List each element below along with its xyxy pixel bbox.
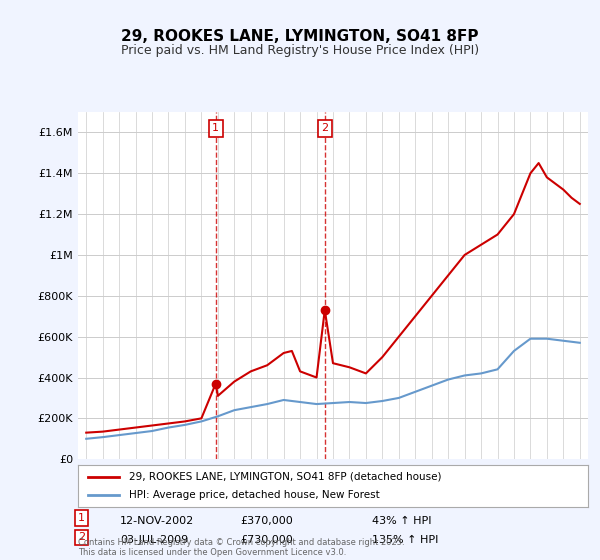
Text: 135% ↑ HPI: 135% ↑ HPI (372, 535, 439, 545)
Text: Price paid vs. HM Land Registry's House Price Index (HPI): Price paid vs. HM Land Registry's House … (121, 44, 479, 57)
Text: 12-NOV-2002: 12-NOV-2002 (120, 516, 194, 526)
Text: 2: 2 (321, 123, 328, 133)
Text: £370,000: £370,000 (240, 516, 293, 526)
Text: 29, ROOKES LANE, LYMINGTON, SO41 8FP (detached house): 29, ROOKES LANE, LYMINGTON, SO41 8FP (de… (129, 472, 442, 482)
Text: 2: 2 (78, 533, 85, 543)
Text: 43% ↑ HPI: 43% ↑ HPI (372, 516, 431, 526)
Text: 1: 1 (212, 123, 219, 133)
Text: 29, ROOKES LANE, LYMINGTON, SO41 8FP: 29, ROOKES LANE, LYMINGTON, SO41 8FP (121, 29, 479, 44)
Text: HPI: Average price, detached house, New Forest: HPI: Average price, detached house, New … (129, 490, 380, 500)
Text: Contains HM Land Registry data © Crown copyright and database right 2025.
This d: Contains HM Land Registry data © Crown c… (78, 538, 404, 557)
Text: 03-JUL-2009: 03-JUL-2009 (120, 535, 188, 545)
Text: £730,000: £730,000 (240, 535, 293, 545)
Text: 1: 1 (78, 513, 85, 523)
